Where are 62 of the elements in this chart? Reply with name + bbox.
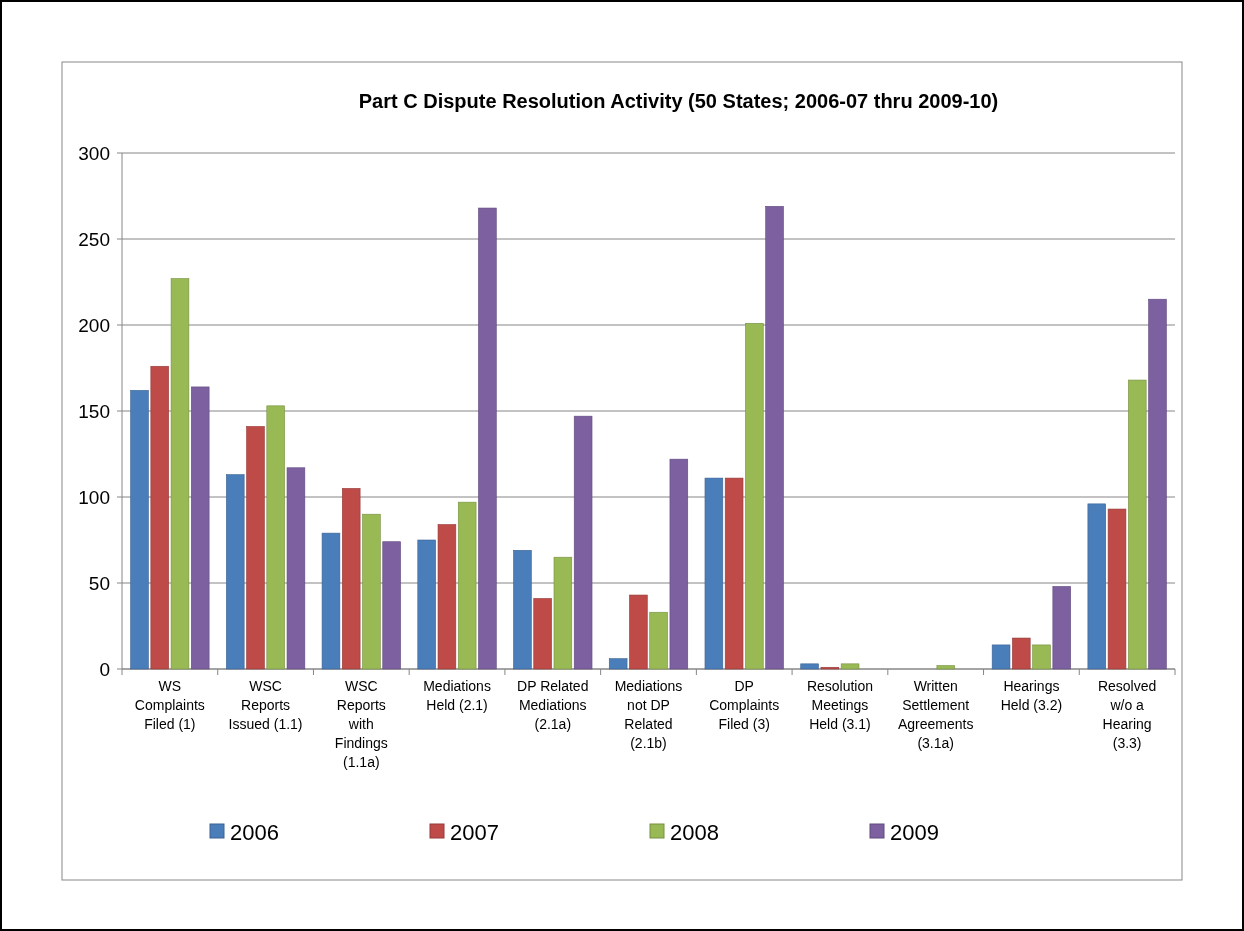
- bar: [991, 644, 1011, 670]
- chart-title: Part C Dispute Resolution Activity (50 States; 2006-07 thru 2009-10): [358, 90, 999, 112]
- x-tick-label: Mediations Held (2.1): [423, 678, 491, 713]
- bar: [745, 322, 764, 670]
- bar: [840, 663, 860, 670]
- bar: [170, 278, 190, 670]
- bar: [573, 415, 593, 670]
- bar: [800, 663, 819, 670]
- bar: [342, 488, 361, 670]
- x-tick-label: Resolved w/o a Hearing (3.3): [1097, 678, 1157, 751]
- bar: [1087, 503, 1106, 670]
- x-tick-label: DP Related Mediations (2.1a): [517, 678, 589, 732]
- x-tick-label: WSC Reports with Findings (1.1a): [334, 678, 388, 770]
- legend-label: 2007: [450, 819, 499, 845]
- bar: [382, 541, 401, 670]
- bar: [150, 365, 169, 670]
- bar: [478, 207, 497, 670]
- bar: [649, 611, 668, 670]
- bar: [1052, 586, 1071, 670]
- bar: [1128, 379, 1147, 670]
- bar: [130, 390, 149, 670]
- x-tick-label: WS Complaints Filed (1): [134, 678, 205, 732]
- y-tick-label: 150: [78, 400, 110, 422]
- bar: [1148, 298, 1167, 670]
- x-tick-label: Resolution Meetings Held (3.1): [806, 678, 874, 732]
- bar: [457, 501, 477, 670]
- x-tick-label: Mediations not DP Related (2.1b): [614, 678, 683, 751]
- bar: [417, 539, 436, 670]
- bar: [362, 513, 381, 670]
- bar: [629, 594, 648, 670]
- y-tick-label: 0: [99, 658, 110, 680]
- y-tick-label: 50: [88, 572, 110, 594]
- bar: [1107, 508, 1127, 670]
- bar: [321, 532, 341, 670]
- x-tick-label: DP Complaints Filed (3): [709, 678, 780, 732]
- bar: [226, 474, 245, 670]
- y-tick-label: 250: [78, 228, 110, 250]
- bar: [608, 658, 628, 670]
- y-tick-label: 300: [78, 142, 110, 164]
- bar: [936, 665, 955, 670]
- legend-label: 2008: [670, 819, 719, 845]
- bar: [191, 386, 210, 670]
- bar: [553, 556, 573, 670]
- bar: [437, 524, 457, 670]
- x-tick-label: WSC Reports Issued (1.1): [228, 678, 303, 732]
- bar: [704, 477, 724, 670]
- bar: [765, 206, 784, 670]
- legend-label: 2009: [890, 819, 939, 845]
- bar: [724, 477, 744, 670]
- bar: [286, 467, 306, 670]
- y-tick-label: 200: [78, 314, 110, 336]
- x-tick-label: Hearings Held (3.2): [1000, 678, 1063, 713]
- bar: [1012, 637, 1031, 670]
- bar: [266, 405, 285, 670]
- y-tick-label: 100: [78, 486, 110, 508]
- x-tick-label: Written Settlement Agreements (3.1a): [897, 678, 974, 751]
- bar: [669, 458, 689, 670]
- bar: [246, 426, 265, 670]
- bar: [533, 598, 552, 670]
- bar: [1032, 644, 1051, 670]
- bar: [513, 550, 532, 670]
- legend-label: 2006: [230, 819, 279, 845]
